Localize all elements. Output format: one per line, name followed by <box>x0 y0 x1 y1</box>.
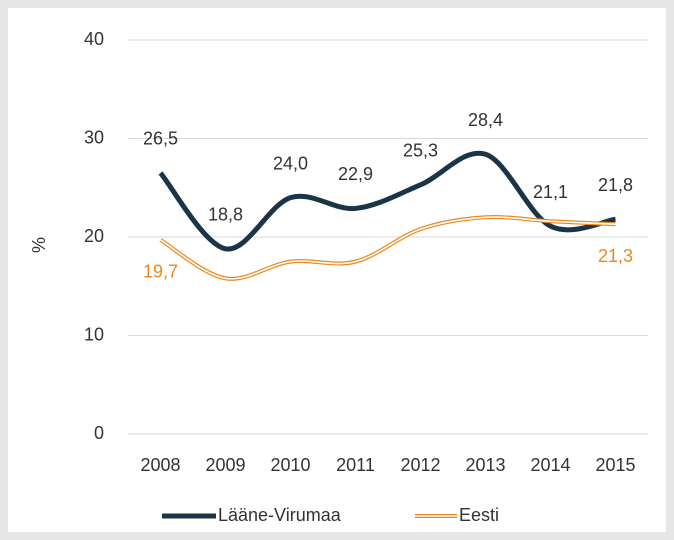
y-axis-label: % <box>29 237 49 253</box>
data-label: 21,3 <box>598 246 633 266</box>
y-tick-label: 40 <box>84 29 104 49</box>
data-label: 26,5 <box>143 129 178 149</box>
line-inner <box>160 216 616 280</box>
legend-label: Lääne-Virumaa <box>218 505 342 525</box>
x-tick-label: 2014 <box>530 455 570 475</box>
data-label: 21,1 <box>533 182 568 202</box>
legend-label: Eesti <box>459 505 499 525</box>
data-label: 18,8 <box>208 205 243 225</box>
x-tick-label: 2012 <box>400 455 440 475</box>
data-label: 22,9 <box>338 164 373 184</box>
x-tick-label: 2011 <box>336 455 375 475</box>
x-tick-label: 2009 <box>205 455 245 475</box>
x-tick-label: 2013 <box>465 455 505 475</box>
y-tick-label: 30 <box>84 127 104 147</box>
data-label: 21,8 <box>598 175 633 195</box>
data-label: 19,7 <box>143 262 178 282</box>
line <box>158 150 616 252</box>
panel <box>8 8 666 532</box>
y-tick-label: 20 <box>84 226 104 246</box>
y-tick-label: 0 <box>94 423 104 443</box>
data-label: 25,3 <box>403 141 438 161</box>
data-label: 24,0 <box>273 153 308 173</box>
x-tick-label: 2015 <box>595 455 635 475</box>
y-tick-label: 10 <box>84 324 104 344</box>
x-tick-label: 2008 <box>140 455 180 475</box>
data-label: 28,4 <box>468 110 503 130</box>
x-tick-label: 2010 <box>270 455 310 475</box>
